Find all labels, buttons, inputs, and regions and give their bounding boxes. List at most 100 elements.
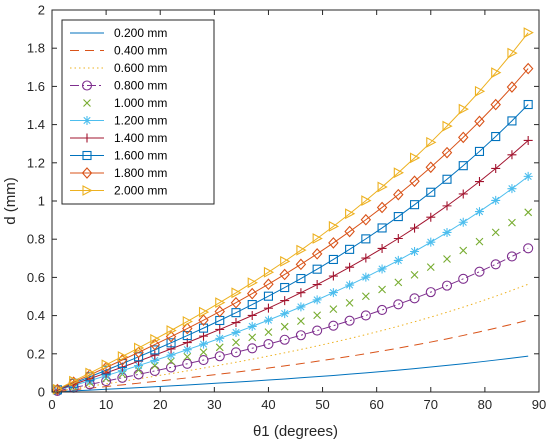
data-point xyxy=(458,217,468,227)
data-point xyxy=(361,234,371,244)
data-point xyxy=(69,375,80,387)
data-point xyxy=(458,189,468,199)
data-point xyxy=(459,246,468,255)
data-point xyxy=(198,355,209,366)
data-point xyxy=(475,237,484,246)
data-point xyxy=(474,146,485,156)
data-point xyxy=(507,150,517,160)
data-point xyxy=(85,367,96,379)
data-point xyxy=(247,310,257,320)
data-point xyxy=(409,293,420,304)
data-point xyxy=(425,287,436,298)
data-point xyxy=(474,85,486,97)
data-point xyxy=(490,98,501,111)
data-point xyxy=(117,351,129,362)
data-point xyxy=(345,208,356,220)
data-point xyxy=(214,305,225,318)
series-4 xyxy=(52,243,534,396)
data-point xyxy=(377,264,387,274)
data-point xyxy=(232,338,240,347)
data-point xyxy=(377,243,387,253)
legend-label: 0.600 mm xyxy=(114,61,167,75)
ticks-layer: 0 10 20 30 40 50 60 70 80 90 0 0.2 0.4 0.6 0.8 1 1.2 1.4 1… xyxy=(27,3,546,413)
data-point xyxy=(248,333,257,342)
legend-entry: 0.200 mm xyxy=(70,26,167,40)
x-tick-label: 50 xyxy=(315,397,329,412)
data-point xyxy=(133,346,144,359)
x-tick-label: 60 xyxy=(369,397,383,412)
data-point xyxy=(166,325,177,336)
data-point xyxy=(296,273,306,284)
data-point xyxy=(182,358,193,369)
data-point xyxy=(490,259,501,270)
data-point xyxy=(231,327,241,337)
data-point xyxy=(409,175,420,188)
legend-marker xyxy=(82,185,93,196)
data-point xyxy=(458,273,469,284)
data-point xyxy=(426,136,437,148)
x-tick-label: 20 xyxy=(153,397,167,412)
data-point xyxy=(313,311,322,320)
series-6 xyxy=(52,171,533,395)
data-point xyxy=(280,296,290,306)
legend-label: 0.800 mm xyxy=(114,79,167,93)
x-tick-label: 80 xyxy=(478,397,492,412)
series-line xyxy=(57,283,529,392)
series-line xyxy=(57,355,529,393)
x-tick-label: 10 xyxy=(99,397,113,412)
legend-label: 2.000 mm xyxy=(114,184,167,198)
series-line xyxy=(57,247,529,392)
legend-entry: 0.400 mm xyxy=(70,44,167,58)
data-point xyxy=(295,330,306,341)
data-point xyxy=(312,325,323,336)
legend-marker xyxy=(82,133,92,143)
data-point xyxy=(182,331,192,341)
data-point xyxy=(214,351,225,362)
series-line xyxy=(57,140,529,391)
data-point xyxy=(458,131,469,144)
legend: 0.200 mm 0.400 mm 0.600 mm 0.800 mm 1.000 mm… xyxy=(61,19,215,205)
data-point xyxy=(491,228,500,237)
data-point xyxy=(409,200,420,210)
data-point xyxy=(328,254,338,265)
data-point xyxy=(507,47,518,59)
data-point xyxy=(345,244,355,254)
series-layer xyxy=(52,27,534,396)
y-axis-title: d (mm) xyxy=(2,177,19,225)
data-point xyxy=(231,318,241,328)
data-point xyxy=(198,314,209,326)
data-point xyxy=(328,320,339,331)
data-point xyxy=(474,207,484,217)
data-point xyxy=(215,324,225,334)
data-point xyxy=(523,99,533,110)
y-tick-label: 1.2 xyxy=(27,155,45,170)
data-point xyxy=(215,333,225,343)
data-point xyxy=(263,315,273,325)
data-point xyxy=(280,255,291,267)
data-point xyxy=(442,174,452,184)
data-point xyxy=(443,255,451,263)
data-point xyxy=(425,161,437,174)
data-point xyxy=(198,306,210,318)
data-point xyxy=(279,334,290,345)
legend-marker xyxy=(81,167,93,179)
data-point xyxy=(474,115,485,128)
legend-entry: 1.200 mm xyxy=(70,114,167,128)
data-point xyxy=(182,345,192,355)
data-point xyxy=(393,233,403,243)
x-tick-label: 40 xyxy=(261,397,275,412)
y-tick-label: 1 xyxy=(38,194,45,209)
data-point xyxy=(312,264,322,274)
data-point xyxy=(393,212,403,222)
data-point xyxy=(263,266,275,278)
data-point xyxy=(167,357,175,366)
legend-entry: 0.800 mm xyxy=(70,79,167,93)
data-point xyxy=(231,287,242,299)
data-point xyxy=(426,212,436,222)
data-point xyxy=(328,271,338,281)
data-point xyxy=(360,213,372,226)
data-point xyxy=(345,298,354,307)
data-point xyxy=(247,343,258,354)
data-point xyxy=(441,280,453,291)
